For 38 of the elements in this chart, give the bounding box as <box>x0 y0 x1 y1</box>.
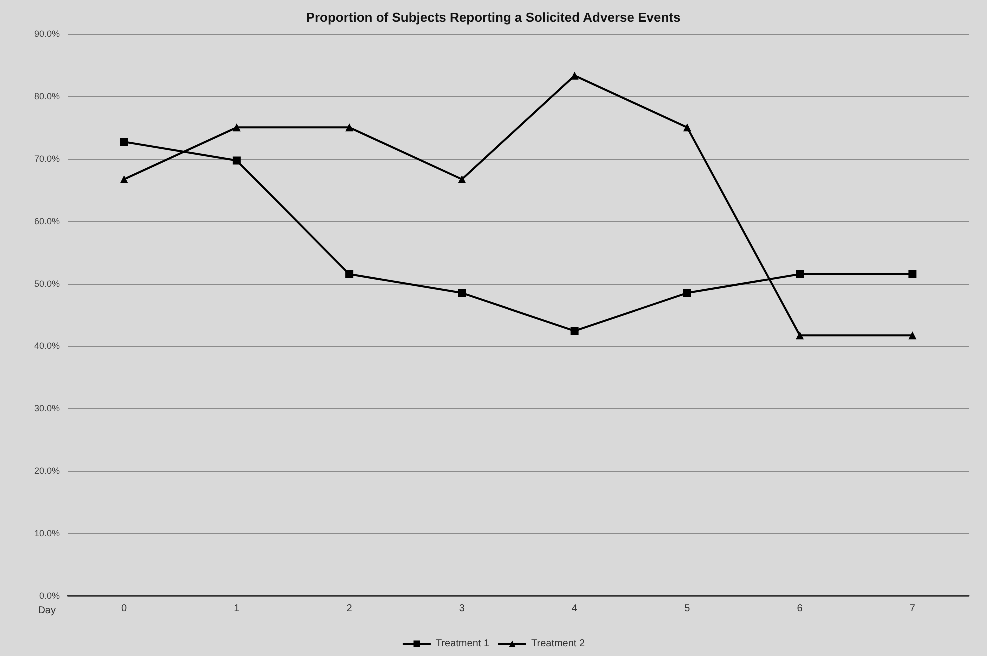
x-tick-label: 3 <box>459 604 466 614</box>
legend-label: Treatment 1 <box>436 638 490 650</box>
point <box>346 124 354 132</box>
point <box>570 327 579 336</box>
y-tick-label: 20.0% <box>34 466 60 476</box>
point <box>458 175 466 184</box>
y-tick-label: 70.0% <box>34 154 60 164</box>
x-tick-label: 2 <box>346 604 353 614</box>
x-tick-label: 0 <box>122 604 128 614</box>
y-tick-label: 60.0% <box>34 216 60 226</box>
point <box>232 156 241 165</box>
y-tick-label: 40.0% <box>34 341 60 352</box>
point <box>683 124 692 132</box>
y-tick-label: 0.0% <box>39 591 60 601</box>
point <box>120 138 128 146</box>
y-tick-label: 90.0% <box>34 29 60 39</box>
point <box>458 289 466 298</box>
x-tick-label: 7 <box>910 604 916 614</box>
point <box>683 289 692 298</box>
x-tick-label: 5 <box>684 604 691 614</box>
x-tick-label: 4 <box>572 604 578 614</box>
point <box>120 175 128 184</box>
point <box>346 270 354 278</box>
point <box>796 332 804 340</box>
point <box>908 270 917 278</box>
x-tick-label: 6 <box>797 604 804 614</box>
y-tick-label: 50.0% <box>34 278 60 289</box>
point <box>796 270 804 278</box>
y-tick-label: 30.0% <box>34 404 60 414</box>
chart-title: Proportion of Subjects Reporting a Solicited Adverse Events <box>306 10 681 25</box>
x-tick-label: 1 <box>234 604 240 614</box>
point <box>570 72 579 80</box>
legend-label: Treatment 2 <box>532 638 586 650</box>
point <box>908 332 917 340</box>
x-axis-title: Day <box>38 606 56 616</box>
y-tick-label: 80.0% <box>34 91 60 102</box>
y-tick-label: 10.0% <box>34 528 60 539</box>
point <box>232 124 241 132</box>
